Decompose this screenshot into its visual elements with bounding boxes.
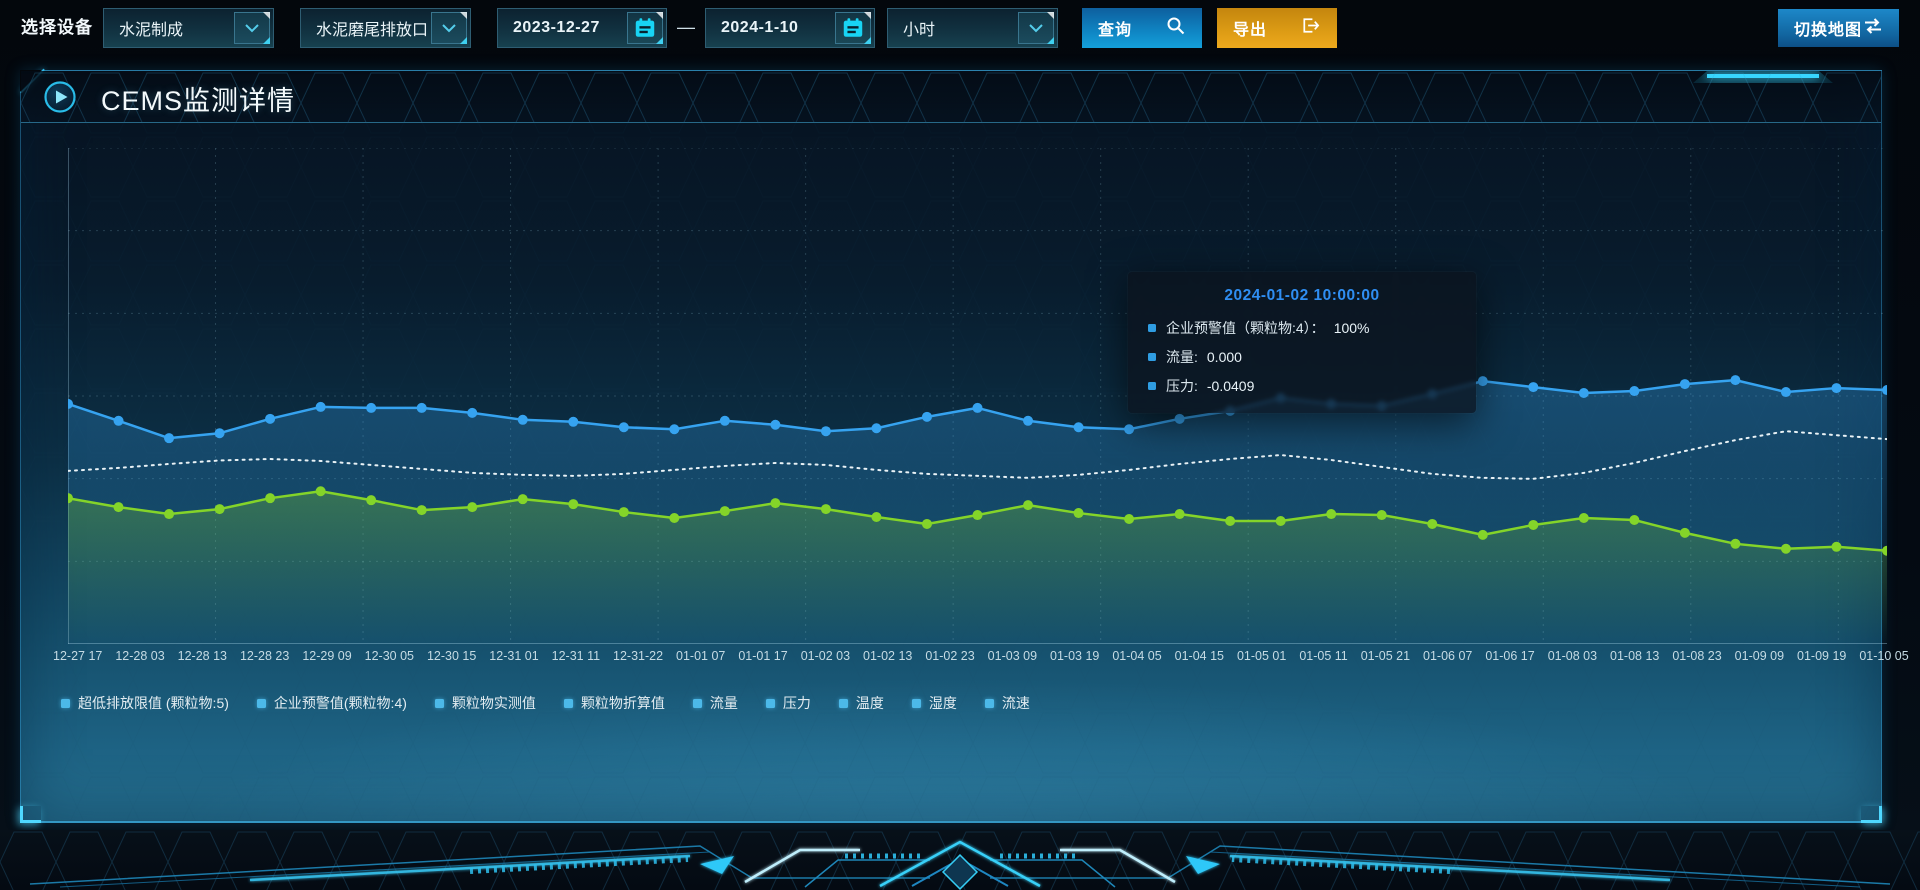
x-tick-label: 01-04 15 <box>1174 649 1225 663</box>
query-button-label: 查询 <box>1098 22 1133 39</box>
legend-marker-icon <box>765 698 775 708</box>
device-select-label: 选择设备 <box>21 18 93 37</box>
panel-bottom-right-corner <box>1861 806 1882 823</box>
x-tick-label: 01-06 07 <box>1423 649 1473 663</box>
legend-item[interactable]: 企业预警值(颗粒物:4) <box>256 693 407 713</box>
x-tick-label: 12-28 13 <box>177 649 228 663</box>
x-tick-label: 12-31 01 <box>489 649 539 663</box>
outlet-select-value: 水泥磨尾排放口 <box>316 22 429 39</box>
x-tick-label: 12-28 23 <box>239 649 290 663</box>
x-tick-label: 01-03 09 <box>987 649 1038 663</box>
search-icon <box>1166 16 1186 41</box>
legend-marker-icon <box>434 698 444 708</box>
legend-item[interactable]: 超低排放限值 (颗粒物:5) <box>61 693 229 713</box>
monitor-panel: CEMS监测详情 12-27 17 12-28 03 12-28 13 12-28 2… <box>20 68 1909 823</box>
legend-marker-icon <box>911 698 921 708</box>
chart-legend: 超低排放限值 (颗粒物:5) 企业预警值(颗粒物:4) 颗粒物实测值 颗粒物折算值 流量… <box>61 693 1030 713</box>
x-tick-label: 01-08 23 <box>1672 649 1722 663</box>
end-date-value: 2024-1-10 <box>721 19 799 36</box>
legend-item[interactable]: 流量 <box>692 693 738 713</box>
x-tick-label: 12-29 09 <box>302 649 352 663</box>
legend-item[interactable]: 湿度 <box>911 693 957 713</box>
x-tick-label: 12-27 17 <box>53 649 103 663</box>
legend-label: 温度 <box>855 695 884 711</box>
panel-bottom-left-corner <box>20 806 41 823</box>
device-select-value: 水泥制成 <box>119 22 184 39</box>
x-tick-label: 01-05 01 <box>1236 649 1287 663</box>
interval-select[interactable]: 小时 <box>887 8 1058 48</box>
legend-marker-icon <box>838 698 848 708</box>
calendar-icon[interactable] <box>835 12 871 44</box>
x-axis-labels: 12-27 17 12-28 03 12-28 13 12-28 23 12-29 09… <box>53 649 1909 663</box>
start-date-value: 2023-12-27 <box>513 19 600 36</box>
x-tick-label: 01-03 19 <box>1050 649 1100 663</box>
x-tick-label: 12-28 03 <box>115 649 165 663</box>
legend-item[interactable]: 流速 <box>984 693 1030 713</box>
x-tick-label: 01-06 17 <box>1485 649 1535 663</box>
x-tick-label: 12-31-22 <box>613 649 664 663</box>
interval-select-value: 小时 <box>903 22 936 39</box>
swap-arrows-icon <box>1863 17 1883 40</box>
legend-label: 企业预警值(颗粒物:4) <box>273 695 407 711</box>
switch-map-button[interactable]: 切换地图 <box>1778 9 1899 47</box>
x-tick-label: 01-08 03 <box>1547 649 1598 663</box>
x-tick-label: 01-09 09 <box>1734 649 1785 663</box>
legend-marker-icon <box>256 698 266 708</box>
x-tick-label: 01-10 05 <box>1859 649 1909 663</box>
legend-label: 超低排放限值 (颗粒物:5) <box>78 695 229 711</box>
x-tick-label: 01-05 21 <box>1360 649 1411 663</box>
legend-marker-icon <box>984 698 994 708</box>
chevron-down-icon[interactable] <box>431 12 467 44</box>
legend-marker-icon <box>692 698 702 708</box>
x-tick-label: 12-31 11 <box>551 649 601 663</box>
legend-label: 颗粒物折算值 <box>580 695 665 711</box>
export-icon <box>1300 15 1321 41</box>
export-button[interactable]: 导出 <box>1217 8 1337 48</box>
x-tick-label: 01-02 13 <box>863 649 913 663</box>
x-tick-label: 12-30 05 <box>364 649 414 663</box>
legend-label: 湿度 <box>928 695 957 711</box>
x-tick-label: 01-02 23 <box>925 649 975 663</box>
query-button[interactable]: 查询 <box>1082 8 1202 48</box>
toolbar: 选择设备 水泥制成 水泥磨尾排放口 2023-12-27 <box>0 0 1920 58</box>
start-date-field[interactable]: 2023-12-27 <box>497 8 667 48</box>
x-tick-label: 01-09 19 <box>1797 649 1847 663</box>
outlet-select[interactable]: 水泥磨尾排放口 <box>300 8 471 48</box>
panel-title: CEMS监测详情 <box>101 86 296 116</box>
end-date-field[interactable]: 2024-1-10 <box>705 8 875 48</box>
x-tick-label: 01-01 17 <box>738 649 788 663</box>
panel-header: CEMS监测详情 <box>21 71 1881 123</box>
x-tick-label: 01-01 07 <box>676 649 726 663</box>
x-tick-label: 01-04 05 <box>1112 649 1162 663</box>
calendar-icon[interactable] <box>627 12 663 44</box>
legend-item[interactable]: 颗粒物折算值 <box>563 693 665 713</box>
hexagon-pattern-background <box>21 71 1881 122</box>
x-tick-label: 12-30 15 <box>426 649 477 663</box>
device-select[interactable]: 水泥制成 <box>103 8 274 48</box>
export-button-label: 导出 <box>1233 22 1268 39</box>
switch-map-label: 切换地图 <box>1794 22 1863 39</box>
legend-marker-icon <box>61 698 70 708</box>
header-notch-accent <box>1693 71 1833 83</box>
legend-item[interactable]: 颗粒物实测值 <box>434 693 536 713</box>
x-tick-label: 01-02 03 <box>800 649 851 663</box>
legend-label: 流量 <box>709 695 738 711</box>
legend-marker-icon <box>563 698 573 708</box>
play-icon <box>43 80 77 114</box>
footer-decoration <box>0 830 1920 890</box>
x-tick-label: 01-05 11 <box>1299 649 1348 663</box>
x-tick-label: 01-08 13 <box>1610 649 1660 663</box>
legend-item[interactable]: 压力 <box>765 693 811 713</box>
legend-item[interactable]: 温度 <box>838 693 884 713</box>
legend-label: 流速 <box>1001 695 1030 711</box>
chart-canvas[interactable] <box>68 148 1887 644</box>
chevron-down-icon[interactable] <box>1018 12 1054 44</box>
chevron-down-icon[interactable] <box>234 12 270 44</box>
legend-label: 压力 <box>782 695 811 711</box>
date-range-separator: — <box>677 17 695 37</box>
legend-label: 颗粒物实测值 <box>451 695 536 711</box>
